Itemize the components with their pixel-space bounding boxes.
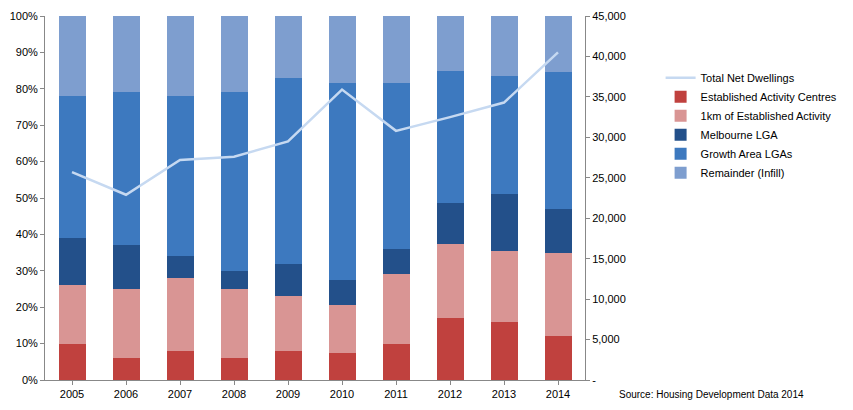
svg-text:50%: 50%: [16, 192, 38, 204]
svg-text:100%: 100%: [10, 10, 38, 22]
svg-text:30%: 30%: [16, 265, 38, 277]
svg-text:80%: 80%: [16, 83, 38, 95]
svg-text:2013: 2013: [492, 388, 516, 400]
svg-text:Established Activity Centres: Established Activity Centres: [701, 91, 837, 103]
svg-text:35,000: 35,000: [592, 91, 626, 103]
svg-text:30,000: 30,000: [592, 131, 626, 143]
svg-text:2006: 2006: [114, 388, 138, 400]
svg-text:2012: 2012: [438, 388, 462, 400]
svg-text:60%: 60%: [16, 155, 38, 167]
svg-text:40%: 40%: [16, 228, 38, 240]
svg-text:Total Net Dwellings: Total Net Dwellings: [701, 72, 795, 84]
svg-text:40,000: 40,000: [592, 50, 626, 62]
svg-text:90%: 90%: [16, 46, 38, 58]
svg-text:20,000: 20,000: [592, 212, 626, 224]
svg-text:10%: 10%: [16, 337, 38, 349]
svg-text:10,000: 10,000: [592, 293, 626, 305]
svg-text:70%: 70%: [16, 119, 38, 131]
svg-text:Growth Area LGAs: Growth Area LGAs: [701, 148, 793, 160]
svg-text:25,000: 25,000: [592, 172, 626, 184]
svg-text:Melbourne LGA: Melbourne LGA: [701, 129, 779, 141]
svg-text:20%: 20%: [16, 301, 38, 313]
svg-text:Remainder (Infill): Remainder (Infill): [701, 167, 785, 179]
svg-text:2005: 2005: [60, 388, 84, 400]
svg-text:5,000: 5,000: [592, 333, 620, 345]
svg-text:1km of Established Activity: 1km of Established Activity: [701, 110, 832, 122]
svg-text:Source: Housing Development Da: Source: Housing Development Data 2014: [619, 389, 804, 400]
svg-text:2009: 2009: [276, 388, 300, 400]
svg-text:2011: 2011: [384, 388, 408, 400]
svg-text:0%: 0%: [22, 374, 38, 386]
svg-text:2010: 2010: [330, 388, 354, 400]
svg-text:45,000: 45,000: [592, 10, 626, 22]
svg-text:2014: 2014: [546, 388, 570, 400]
svg-text:2007: 2007: [168, 388, 192, 400]
svg-text:-: -: [592, 374, 596, 386]
svg-text:15,000: 15,000: [592, 253, 626, 265]
svg-text:2008: 2008: [222, 388, 246, 400]
